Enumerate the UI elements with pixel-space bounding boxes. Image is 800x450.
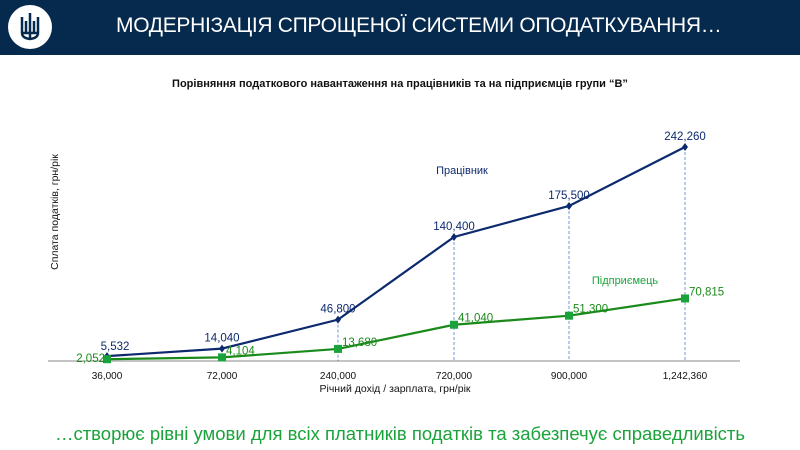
data-label: 13,680 <box>342 337 377 349</box>
x-tick-label: 240,000 <box>320 371 357 382</box>
series-line-0 <box>106 146 686 358</box>
data-point-employee <box>682 143 688 151</box>
data-point-employee <box>335 315 341 324</box>
data-label: 4,104 <box>226 345 255 357</box>
data-label: 14,040 <box>204 333 239 345</box>
data-label: 51,300 <box>573 304 608 316</box>
data-label: 70,815 <box>689 286 724 298</box>
series-line-1 <box>106 297 686 361</box>
data-label: 46,800 <box>320 304 355 316</box>
y-axis-label: Сплата податків, грн/рік <box>49 154 61 270</box>
data-point-entrepreneur <box>565 311 573 320</box>
data-point-entrepreneur <box>450 320 458 329</box>
x-tick-label: 720,000 <box>436 371 473 382</box>
x-tick-label: 900,000 <box>551 371 588 382</box>
data-point-entrepreneur <box>218 353 226 362</box>
data-point-entrepreneur <box>681 294 689 303</box>
footer-text: …створює рівні умови для всіх платників … <box>54 423 746 444</box>
header-title: МОДЕРНІЗАЦІЯ СПРОЩЕНОЇ СИСТЕМИ ОПОДАТКУВ… <box>116 14 722 37</box>
legend-entrepreneur: Підприємець <box>592 275 659 287</box>
data-point-employee <box>451 232 457 241</box>
data-point-entrepreneur <box>334 344 342 353</box>
data-point-entrepreneur <box>103 355 111 364</box>
chart-title: Порівняння податкового навантаження на п… <box>172 78 628 90</box>
x-tick-label: 72,000 <box>207 371 238 382</box>
legend-employee: Працівник <box>436 165 488 177</box>
data-point-employee <box>219 344 225 353</box>
data-label: 242,260 <box>664 131 706 143</box>
data-label: 175,500 <box>548 190 590 202</box>
data-label: 5,532 <box>101 341 130 353</box>
header-bar: МОДЕРНІЗАЦІЯ СПРОЩЕНОЇ СИСТЕМИ ОПОДАТКУВ… <box>0 0 800 55</box>
x-axis-label: Річний дохід / зарплата, грн/рік <box>320 383 471 395</box>
trident-icon <box>8 5 52 49</box>
data-label: 140,400 <box>433 221 475 233</box>
data-label: 2,052 <box>76 353 105 365</box>
data-label: 41,040 <box>458 313 493 325</box>
x-tick-label: 1,242,360 <box>663 371 708 382</box>
line-chart: Сплата податків, грн/рік Річний дохід / … <box>48 131 740 395</box>
data-point-employee <box>566 201 572 210</box>
x-tick-label: 36,000 <box>92 371 123 382</box>
